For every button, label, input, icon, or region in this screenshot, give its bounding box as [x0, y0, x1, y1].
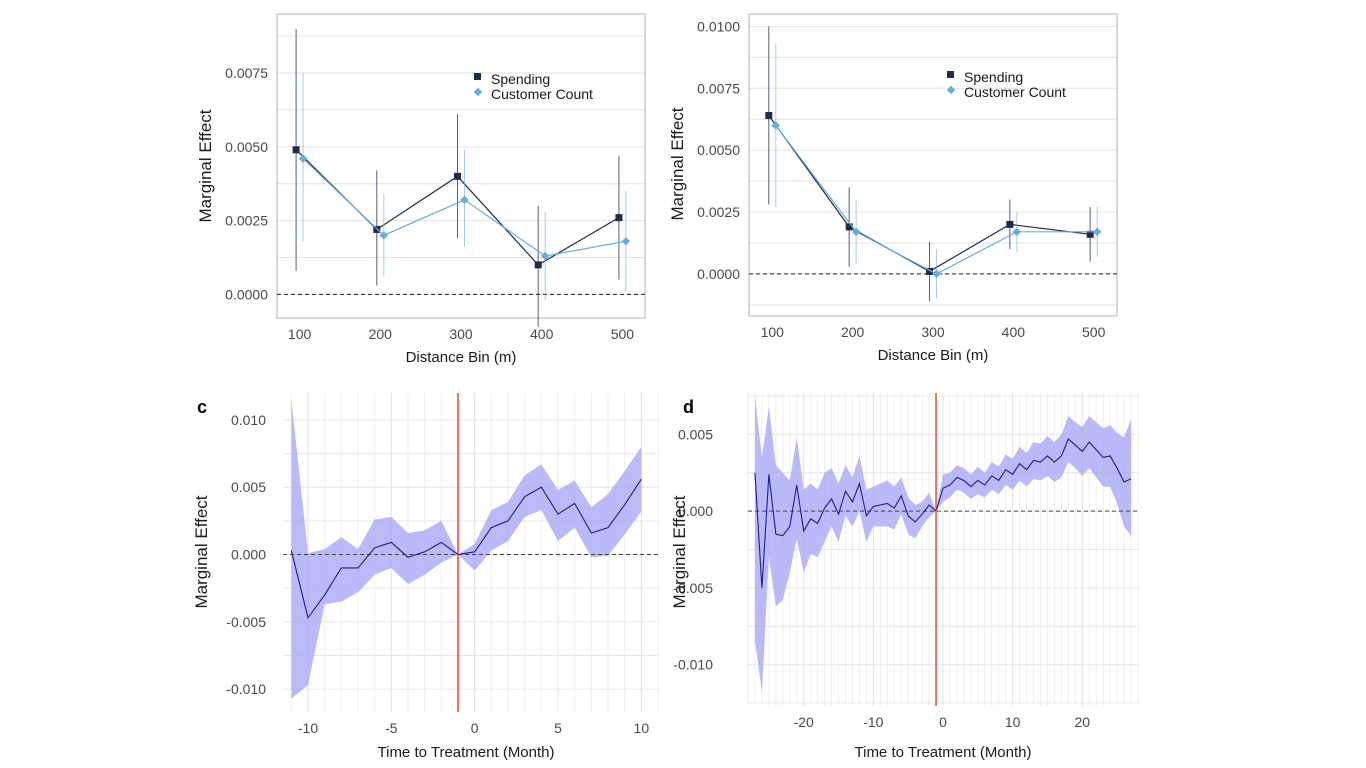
- x-tick-label: 100: [288, 326, 312, 342]
- x-tick-label: 0: [471, 720, 479, 736]
- data-point-spending: [454, 172, 461, 180]
- panel-d-label: d: [683, 397, 694, 417]
- y-tick-label: 0.0050: [225, 139, 268, 155]
- y-tick-label: 0.0100: [697, 18, 740, 34]
- x-tick-label: -20: [794, 714, 814, 730]
- panel-b-y-axis-label: Marginal Effect: [668, 107, 687, 220]
- x-tick-label: 300: [449, 326, 473, 342]
- x-tick-label: 10: [634, 720, 650, 736]
- y-tick-label: -0.005: [673, 580, 713, 596]
- panel-c-label: c: [197, 397, 207, 417]
- x-tick-label: 500: [1082, 324, 1106, 340]
- x-tick-label: 200: [841, 324, 865, 340]
- estimate-line: [754, 438, 1132, 588]
- data-point-customer-count: [379, 231, 389, 240]
- legend-marker-customer-count: [473, 87, 483, 97]
- x-tick-label: 100: [761, 324, 785, 340]
- panel-d-x-axis-label: Time to Treatment (Month): [855, 744, 1032, 761]
- panel-a-x-axis-label: Distance Bin (m): [406, 349, 517, 366]
- panel-b-x-axis-label: Distance Bin (m): [878, 347, 989, 364]
- data-point-customer-count: [460, 195, 469, 205]
- x-tick-label: 200: [369, 326, 393, 342]
- legend-marker-spending: [474, 73, 481, 80]
- legend-label-customer-count: Customer Count: [964, 84, 1066, 100]
- legend-marker-spending: [947, 71, 954, 78]
- panel-a-legend: Spending Customer Count: [473, 71, 593, 102]
- data-point-customer-count: [932, 269, 941, 279]
- y-tick-label: 0.0025: [697, 204, 740, 220]
- panel-c: -0.010 -0.005 0.000 0.005 0.010 -10 -5 0 5 10 c T…: [192, 393, 659, 761]
- y-tick-label: 0.0075: [697, 80, 740, 96]
- x-tick-label: 400: [1002, 324, 1026, 340]
- y-tick-label: 0.0000: [697, 266, 740, 282]
- y-tick-label: 0.005: [678, 426, 713, 442]
- panel-b: 0.0000 0.0025 0.0050 0.0075 0.0100 100 200 300 4…: [668, 13, 1118, 364]
- data-point-spending: [615, 214, 623, 222]
- y-tick-label: -0.010: [673, 657, 713, 673]
- data-point-spending: [845, 223, 853, 231]
- x-tick-label: 5: [554, 720, 562, 736]
- panel-c-x-axis-label: Time to Treatment (Month): [378, 744, 555, 761]
- legend-label-spending: Spending: [491, 71, 550, 87]
- panel-d: -0.010 -0.005 0.000 0.005 -20 -10 0 10 20 d Time…: [670, 393, 1139, 761]
- y-tick-label: -0.005: [226, 614, 266, 630]
- y-tick-label: 0.000: [678, 503, 713, 519]
- y-tick-label: 0.0075: [225, 65, 268, 81]
- x-tick-label: 20: [1074, 714, 1090, 730]
- confidence-band: [754, 396, 1132, 693]
- data-point-spending: [1006, 220, 1014, 228]
- confidence-band: [291, 399, 642, 699]
- y-tick-label: 0.0025: [225, 213, 268, 229]
- y-tick-label: 0.005: [231, 479, 266, 495]
- x-tick-label: -10: [298, 720, 318, 736]
- y-tick-label: 0.000: [231, 547, 266, 563]
- x-tick-label: 500: [611, 326, 635, 342]
- y-tick-label: -0.010: [226, 681, 266, 697]
- x-tick-label: 0: [939, 714, 947, 730]
- legend-label-spending: Spending: [964, 69, 1023, 85]
- y-tick-label: 0.0000: [225, 286, 268, 302]
- data-point-spending: [765, 111, 773, 119]
- x-tick-label: 300: [921, 324, 945, 340]
- data-point-spending: [1086, 230, 1094, 238]
- x-tick-label: 10: [1005, 714, 1021, 730]
- panel-a-border: [276, 13, 646, 319]
- data-point-spending: [534, 261, 542, 269]
- x-tick-label: 400: [530, 326, 554, 342]
- x-tick-label: -5: [385, 720, 398, 736]
- estimate-line: [290, 478, 642, 620]
- y-tick-label: 0.010: [231, 412, 266, 428]
- panel-b-border: [748, 13, 1118, 317]
- data-point-spending: [292, 146, 300, 154]
- legend-label-customer-count: Customer Count: [491, 86, 593, 102]
- y-tick-label: 0.0050: [697, 142, 740, 158]
- panel-a-y-axis-label: Marginal Effect: [196, 109, 215, 222]
- panel-c-y-axis-label: Marginal Effect: [192, 495, 211, 608]
- data-point-customer-count: [298, 154, 308, 163]
- data-point-spending: [926, 267, 933, 275]
- panel-b-legend: Spending Customer Count: [946, 69, 1066, 100]
- x-tick-label: -10: [863, 714, 883, 730]
- panel-d-y-axis-label: Marginal Effect: [670, 495, 689, 608]
